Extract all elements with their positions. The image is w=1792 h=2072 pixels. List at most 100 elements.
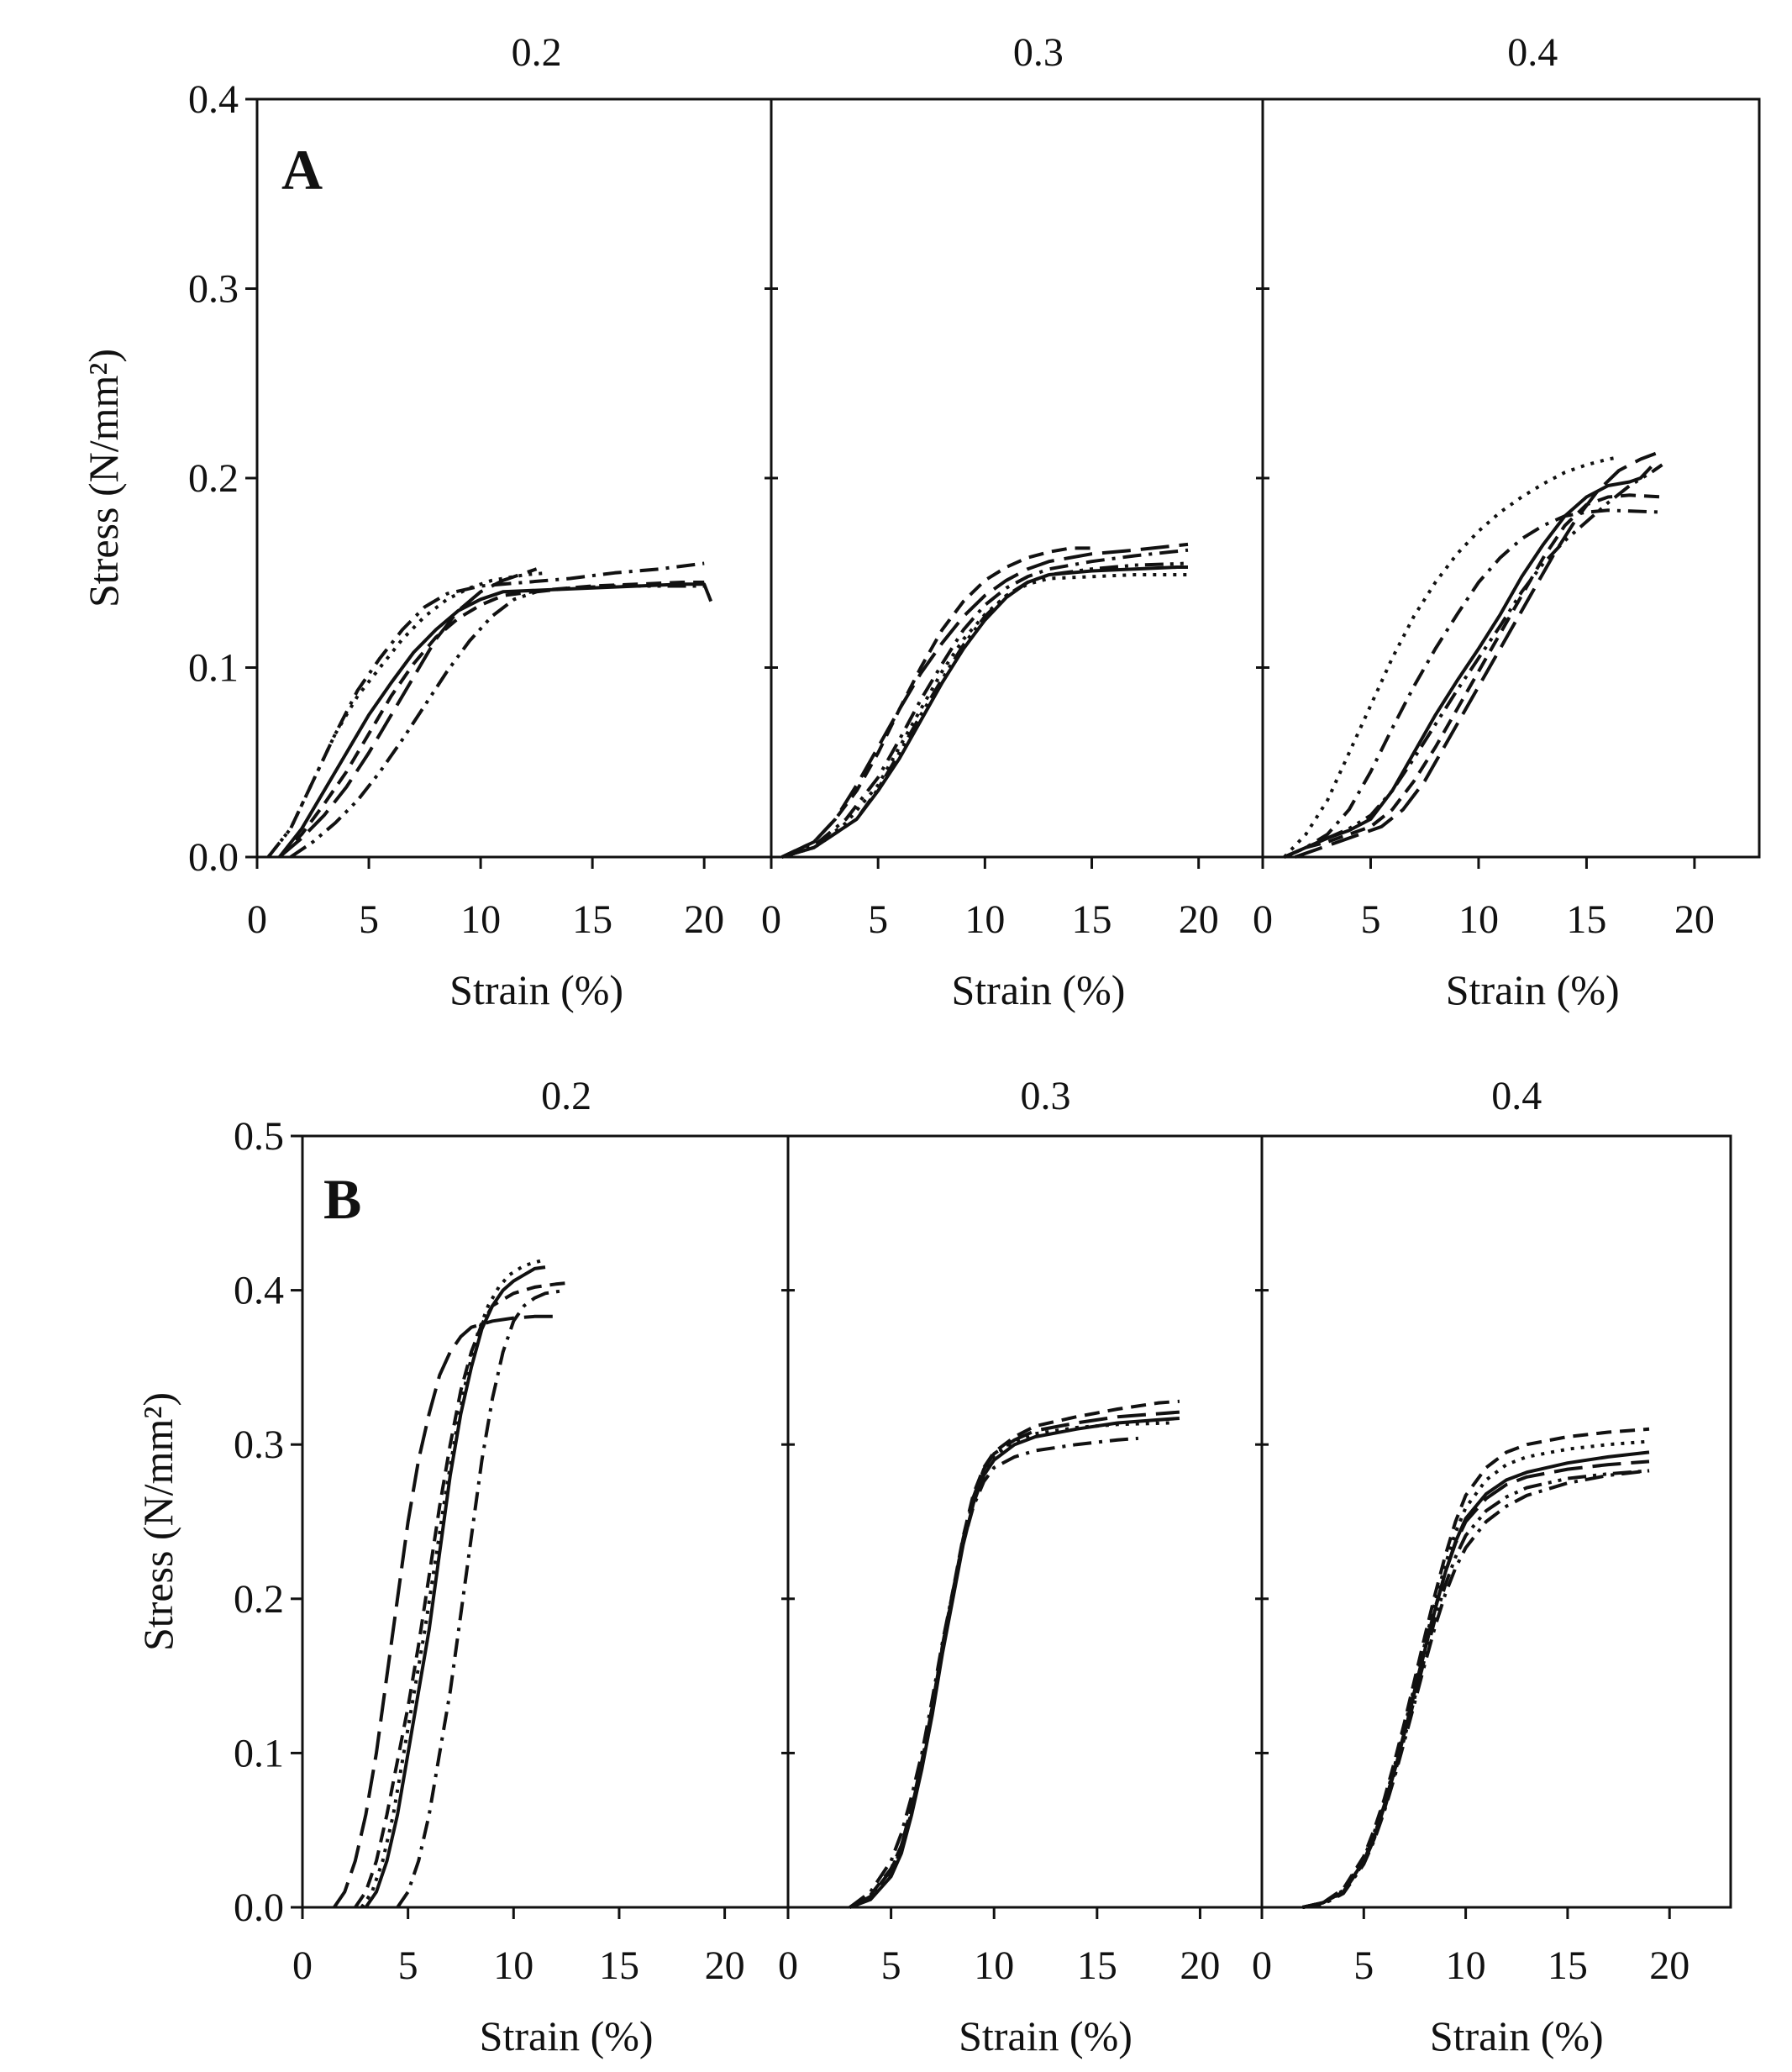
x-tick-label: 15: [572, 897, 612, 942]
plot-frame: [1260, 1134, 1732, 1909]
x-tick-label: 10: [460, 897, 501, 942]
x-tick-label: 5: [881, 1943, 901, 1988]
data-series-s4: [266, 561, 705, 859]
data-series-s2: [1302, 1427, 1650, 1909]
x-tick-label: 5: [1353, 1943, 1374, 1988]
y-tick-label: 0.4: [188, 77, 239, 122]
x-tick-label: 5: [1360, 897, 1380, 942]
data-series-s3: [1302, 1439, 1650, 1909]
y-tick-label: 0.3: [188, 267, 239, 312]
y-tick-label: 0.2: [188, 456, 239, 501]
x-tick-label: 0: [1252, 1943, 1272, 1988]
x-tick-label: 0: [761, 897, 781, 942]
subplot-b-1: 0 5 10 15 20 0.2 Strain (%): [292, 1074, 790, 2059]
y-tick-label: 0.0: [234, 1885, 284, 1930]
data-series-s4: [1283, 508, 1663, 859]
x-tick-label: 20: [1180, 1943, 1220, 1988]
x-tick-label: 15: [1072, 897, 1112, 942]
x-tick-label: 15: [1548, 1943, 1588, 1988]
x-tick-label: 5: [398, 1943, 418, 1988]
panel-letter: B: [323, 1167, 361, 1231]
x-tick-label: 20: [1649, 1943, 1690, 1988]
y-tick-label: 0.3: [234, 1423, 284, 1467]
x-axis-title: Strain (%): [1446, 966, 1620, 1013]
subplot-title: 0.2: [512, 30, 562, 75]
x-tick-label: 20: [684, 897, 724, 942]
x-tick-label: 5: [359, 897, 379, 942]
x-tick-label: 20: [1179, 897, 1219, 942]
plot-frame: [786, 1134, 1264, 1909]
data-series-s3: [266, 571, 549, 859]
data-series-s3: [1283, 455, 1620, 859]
data-series-s2: [849, 1399, 1180, 1909]
x-tick-label: 10: [974, 1943, 1014, 1988]
data-series-s3: [849, 1421, 1169, 1909]
chart-panel-b: 0.0 0.1 0.2 0.3 0.4 0.5 Stress (N/mm²) B 0 5 10 15 2…: [134, 1074, 1732, 2059]
x-tick-label: 15: [599, 1943, 639, 1988]
chart-panel-a: 0.0 0.1 0.2 0.3 0.4 Stress (N/mm²) A 0 5 10 15 20 0.…: [80, 30, 1761, 1013]
data-series-s4: [1302, 1469, 1650, 1909]
data-series-s6: [781, 561, 1189, 859]
x-axis-title: Strain (%): [1430, 2012, 1604, 2059]
y-tick-label: 0.2: [234, 1577, 284, 1622]
plot-frame: [255, 97, 773, 859]
y-tick-label: 0.5: [234, 1114, 284, 1159]
x-tick-label: 20: [1674, 897, 1715, 942]
x-tick-label: 5: [868, 897, 888, 942]
plot-frame: [770, 97, 1264, 859]
y-axis-title: Stress (N/mm²): [134, 1392, 181, 1651]
data-series-s5: [1302, 1459, 1650, 1909]
data-series-s6: [289, 584, 705, 859]
plot-frame: [301, 1134, 790, 1909]
x-tick-label: 15: [1566, 897, 1606, 942]
data-series-s5: [780, 542, 1189, 859]
data-series-s3: [360, 1257, 546, 1909]
plot-frame: [1261, 97, 1761, 859]
x-tick-label: 10: [1458, 897, 1499, 942]
data-series-s5: [278, 567, 538, 859]
x-tick-label: 10: [493, 1943, 533, 1988]
subplot-title: 0.3: [1013, 30, 1064, 75]
subplot-title: 0.4: [1491, 1074, 1542, 1118]
x-tick-label: 0: [778, 1943, 798, 1988]
subplot-title: 0.4: [1507, 30, 1558, 75]
x-tick-label: 0: [247, 897, 267, 942]
data-series-s2: [780, 546, 1092, 859]
y-axis-title: Stress (N/mm²): [80, 349, 127, 607]
y-tick-label: 0.0: [188, 835, 239, 880]
data-series-s6: [1283, 463, 1663, 859]
data-series-s2: [354, 1281, 573, 1909]
y-tick-label: 0.4: [234, 1269, 284, 1313]
subplot-title: 0.3: [1021, 1074, 1071, 1118]
subplot-a-2: 0 5 10 15 20 0.3 Strain (%): [761, 30, 1264, 1013]
data-series-s6: [1302, 1469, 1650, 1909]
data-series-s1: [278, 582, 713, 859]
x-tick-label: 20: [705, 1943, 745, 1988]
data-series-s2: [278, 581, 705, 859]
y-tick-label: 0.1: [234, 1731, 284, 1775]
data-series-s5: [1294, 451, 1657, 859]
x-axis-title: Strain (%): [480, 2012, 654, 2059]
x-tick-label: 0: [1253, 897, 1273, 942]
x-axis-title: Strain (%): [951, 966, 1125, 1013]
data-series-s1: [849, 1417, 1180, 1909]
x-axis-title: Strain (%): [449, 966, 623, 1013]
x-tick-label: 15: [1077, 1943, 1117, 1988]
subplot-title: 0.2: [541, 1074, 591, 1118]
data-series-s4: [781, 548, 1189, 859]
x-tick-label: 0: [292, 1943, 313, 1988]
x-tick-label: 10: [964, 897, 1005, 942]
data-series-s3: [781, 573, 1188, 859]
y-tick-label: 0.1: [188, 646, 239, 691]
data-series-s4: [396, 1288, 567, 1909]
data-series-s2: [1283, 493, 1663, 859]
panel-letter: A: [281, 138, 323, 202]
data-series-s5: [333, 1314, 556, 1909]
subplot-b-3: 0 5 10 15 20 0.4 Strain (%): [1252, 1074, 1732, 2059]
x-tick-label: 10: [1446, 1943, 1486, 1988]
x-axis-title: Strain (%): [959, 2012, 1132, 2059]
subplot-b-2: 0 5 10 15 20 0.3 Strain (%): [778, 1074, 1264, 2059]
data-series-s1: [1283, 465, 1653, 859]
subplot-a-1: 0 5 10 15 20 0.2 Strain (%): [247, 30, 773, 1013]
